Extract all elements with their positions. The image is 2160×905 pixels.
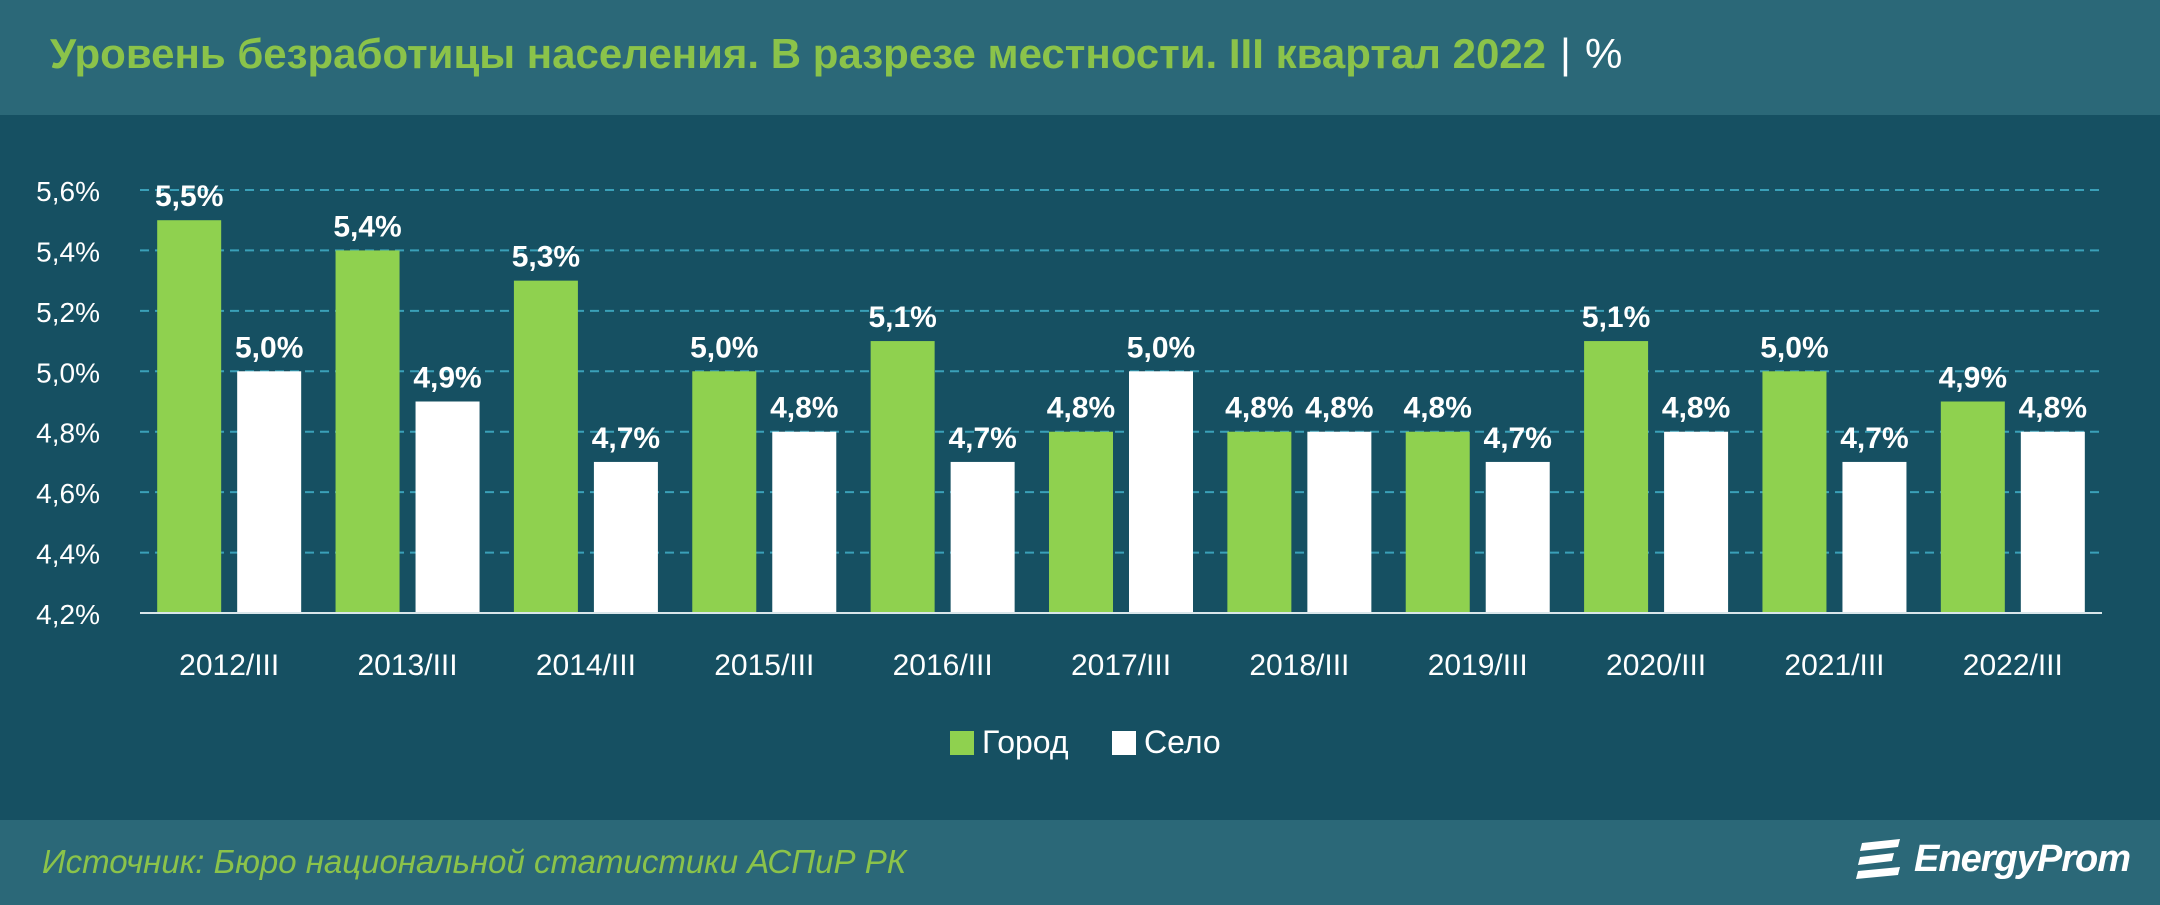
bar-city [335,250,400,613]
logo-mark-icon [1856,839,1901,879]
y-tick-label: 5,4% [36,236,100,267]
y-tick-label: 4,8% [36,418,100,449]
legend-label-city: Город [982,724,1069,760]
legend-swatch-city [950,731,974,755]
bar-city [692,371,757,613]
title-separator: | [1560,30,1571,77]
data-label: 4,9% [1939,362,2007,395]
bar-village [2020,431,2085,613]
bar-village [1307,431,1372,613]
data-label: 5,1% [868,301,936,334]
bar-village [237,371,302,613]
data-label: 4,7% [592,422,660,455]
footer: Источник: Бюро национальной статистики А… [0,820,2160,905]
bar-village [593,461,658,613]
x-tick-label: 2012/III [179,649,279,682]
data-label: 4,8% [1305,392,1373,425]
data-label: 4,8% [1047,392,1115,425]
data-label: 5,0% [1760,331,1828,364]
y-tick-label: 4,6% [36,478,100,509]
bar-city [1227,431,1292,613]
y-tick-label: 5,2% [36,297,100,328]
title-bar: Уровень безработицы населения. В разрезе… [0,0,2160,115]
bar-village [1842,461,1907,613]
data-label: 4,8% [770,392,838,425]
y-tick-label: 5,0% [36,357,100,388]
data-label: 5,0% [690,331,758,364]
y-tick-label: 5,6% [36,176,100,207]
source-note: Источник: Бюро национальной статистики А… [42,843,907,880]
data-label: 4,7% [1840,422,1908,455]
data-label: 5,5% [155,180,223,213]
data-label: 4,7% [1484,422,1552,455]
data-label: 4,8% [1404,392,1472,425]
bar-city [1584,341,1649,613]
bar-village [1485,461,1550,613]
x-tick-label: 2014/III [536,649,636,682]
x-tick-label: 2020/III [1606,649,1706,682]
data-label: 5,0% [235,331,303,364]
x-tick-label: 2017/III [1071,649,1171,682]
data-label: 5,4% [333,210,401,243]
y-tick-label: 4,2% [36,599,100,630]
energyprom-logo: EnergyProm [1854,833,2131,885]
data-label: 5,1% [1582,301,1650,334]
plot-panel: 4,2% 4,4% 4,6% 4,8% 5,0% 5,2% 5,4% 5,6% 5,5% 5,0%… [0,115,2160,820]
chart-title: Уровень безработицы населения. В разрезе… [50,30,1622,78]
bar-village [1664,431,1729,613]
legend-label-village: Село [1144,724,1221,760]
logo-text: EnergyProm [1914,837,2131,880]
bar-village [950,461,1015,613]
x-tick-label: 2015/III [714,649,814,682]
x-tick-label: 2021/III [1784,649,1884,682]
bar-village [1129,371,1193,613]
x-tick-label: 2016/III [893,649,993,682]
x-tick-label: 2013/III [358,649,458,682]
data-label: 4,7% [948,422,1016,455]
y-tick-label: 4,4% [36,539,100,570]
bar-village [772,431,837,613]
data-label: 4,8% [1225,392,1293,425]
x-tick-label: 2018/III [1249,649,1349,682]
data-label: 4,8% [1662,392,1730,425]
data-label: 4,8% [2019,392,2087,425]
bar-chart: 4,2% 4,4% 4,6% 4,8% 5,0% 5,2% 5,4% 5,6% 5,5% 5,0%… [36,176,2102,760]
bar-city [157,220,222,613]
bar-city [1940,401,2005,613]
bar-city [1405,431,1470,613]
x-tick-label: 2019/III [1428,649,1528,682]
bar-city [870,341,935,613]
bar-city [1762,371,1827,613]
data-label: 5,0% [1127,331,1195,364]
bar-city [1049,431,1113,613]
title-unit: % [1584,30,1623,77]
legend-swatch-village [1112,731,1136,755]
bar-city [513,280,578,613]
data-label: 4,9% [413,362,481,395]
bar-village [415,401,480,613]
chart-title-text: Уровень безработицы населения. В разрезе… [50,30,1547,77]
data-label: 5,3% [512,241,580,274]
x-tick-label: 2022/III [1963,649,2063,682]
